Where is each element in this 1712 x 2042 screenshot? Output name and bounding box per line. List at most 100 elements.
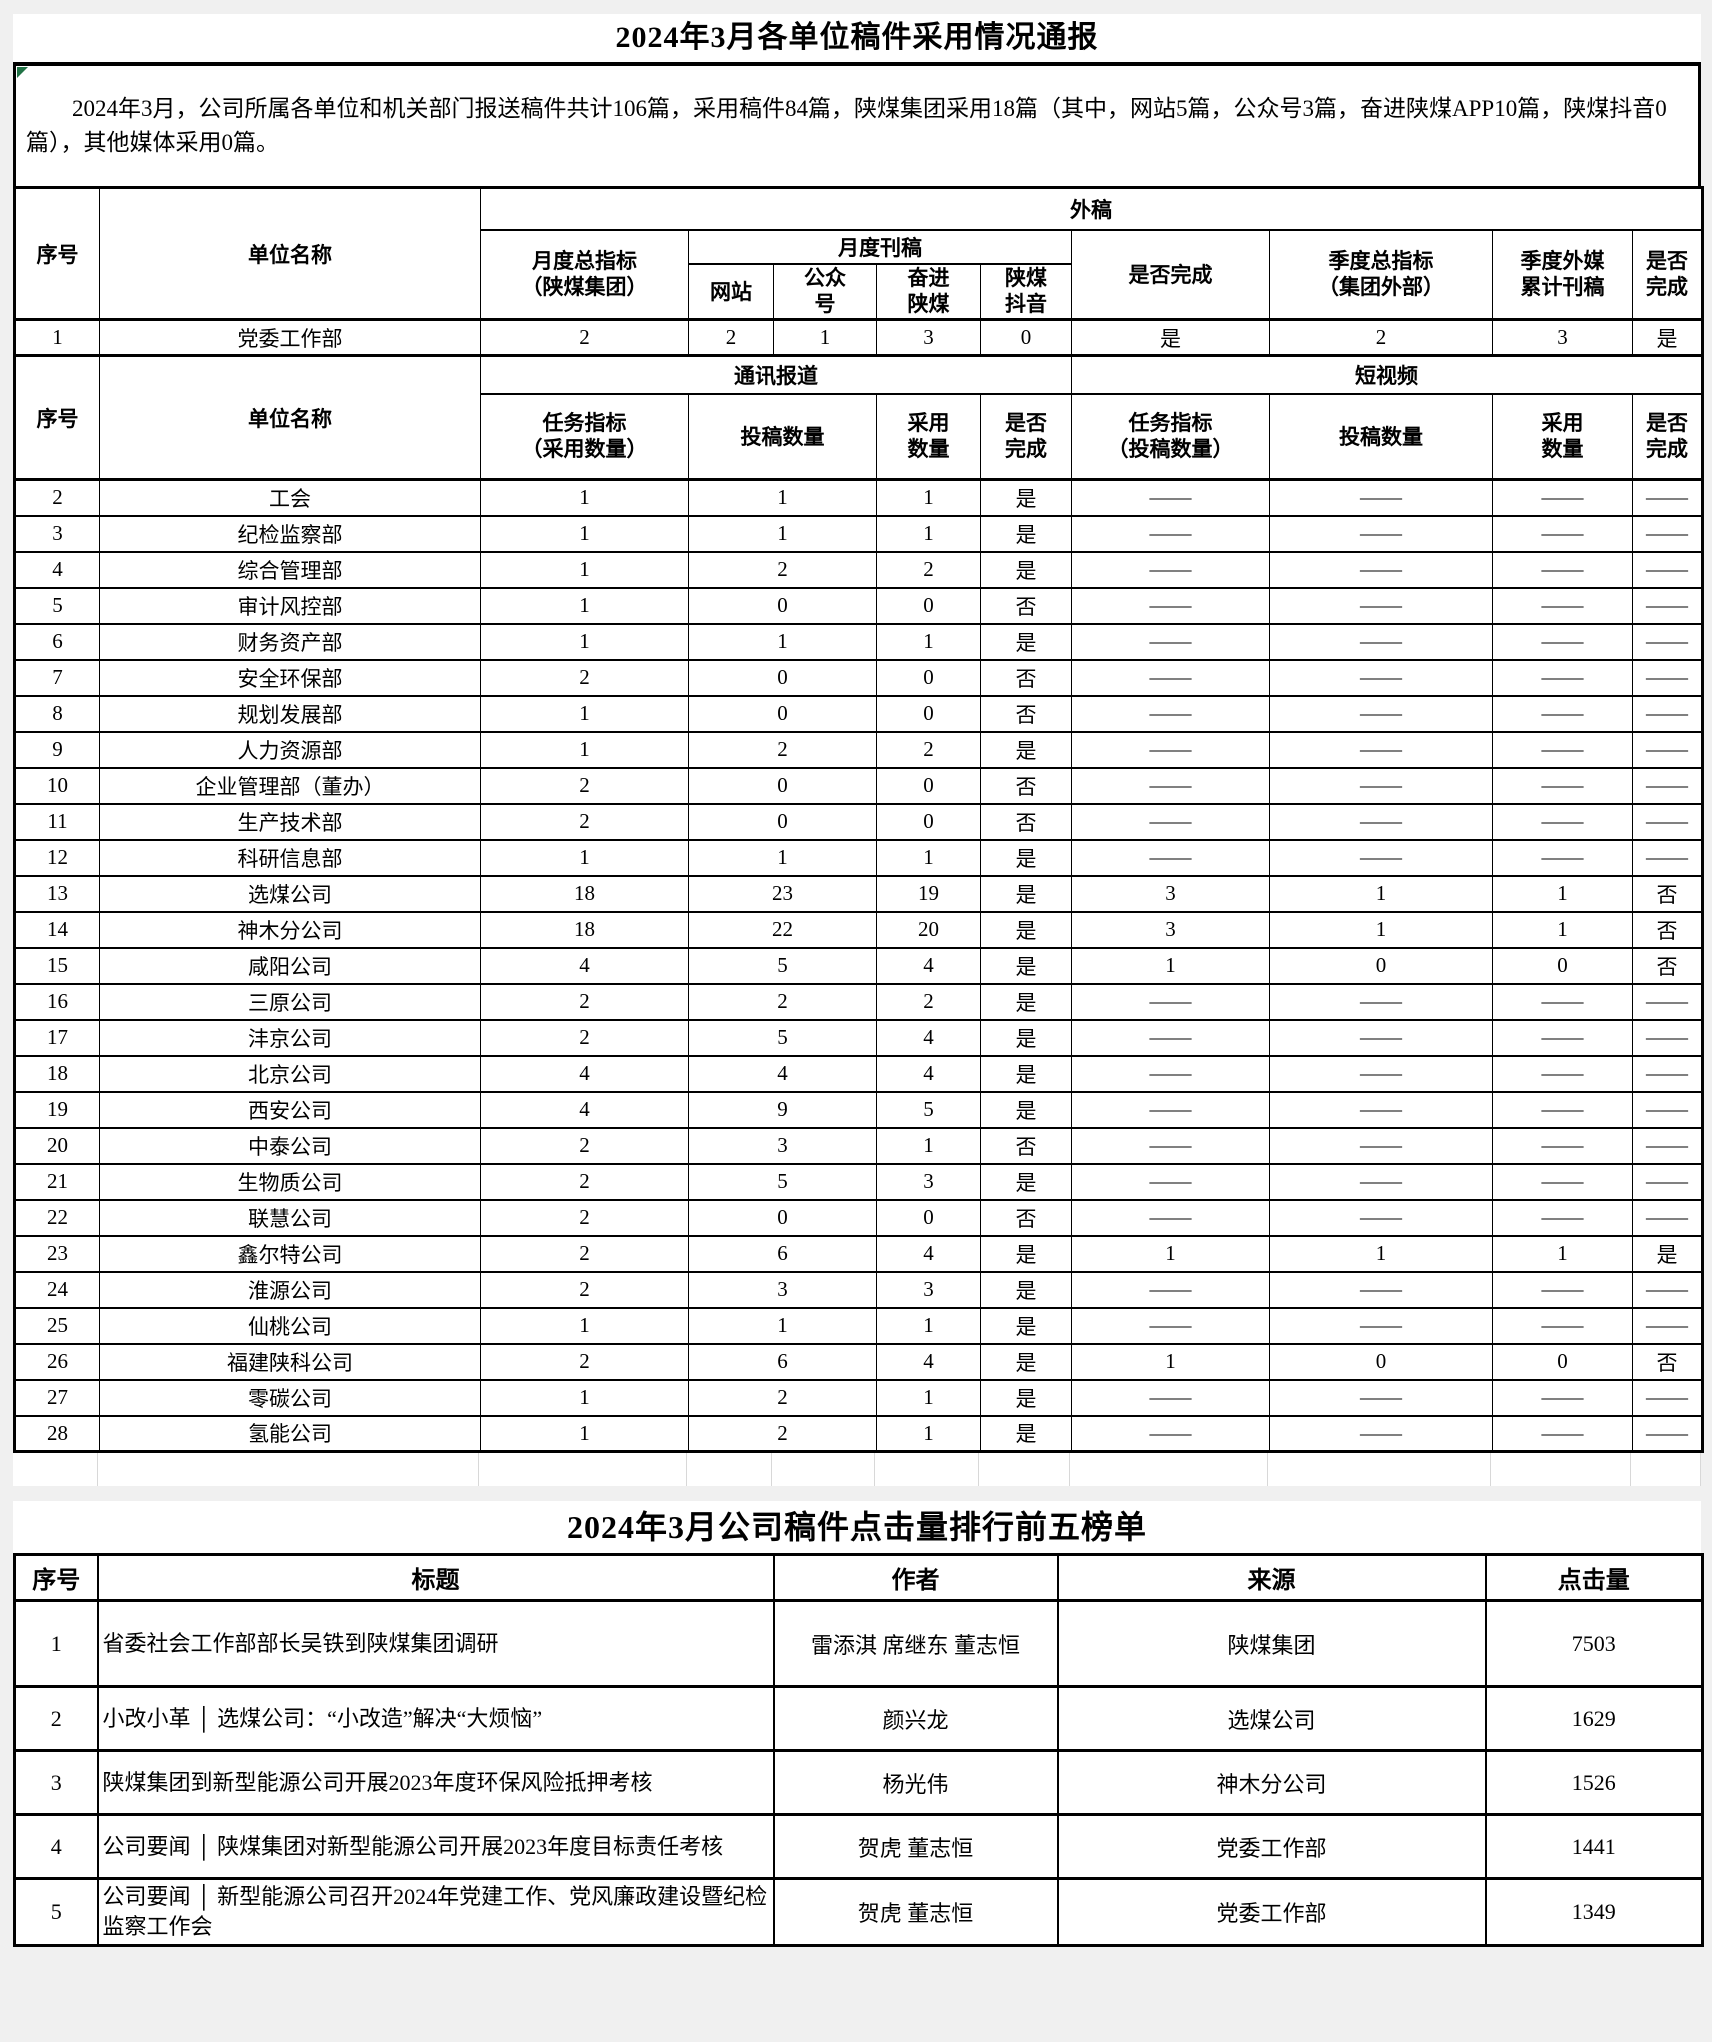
task-video-value: —— <box>1071 1198 1270 1237</box>
col-completed-quarter: 是否 完成 <box>1631 228 1704 321</box>
row-index: 6 <box>14 622 100 661</box>
row-index: 9 <box>14 730 100 769</box>
adopted-news-value: 1 <box>876 622 981 661</box>
unit-row: 15 咸阳公司 4 5 4 是 1 0 0 否 <box>14 946 1704 985</box>
submitted-news-value: 0 <box>688 694 877 733</box>
col-group-external: 外稿 <box>479 186 1704 231</box>
col-adopted-news: 采用 数量 <box>876 392 981 481</box>
adopted-news-value: 0 <box>876 658 981 697</box>
unit-row: 9 人力资源部 1 2 2 是 —— —— —— —— <box>14 730 1704 769</box>
submitted-video-value: —— <box>1269 766 1493 805</box>
unit-row: 6 财务资产部 1 1 1 是 —— —— —— —— <box>14 622 1704 661</box>
col-fenjin-line2: 陕煤 <box>907 292 950 317</box>
article-source: 陕煤集团 <box>1056 1599 1487 1688</box>
task-video-value: —— <box>1071 622 1270 661</box>
col-quarter-total-line1: 季度总指标 <box>1328 249 1434 274</box>
col-submitted-video: 投稿数量 <box>1269 392 1493 481</box>
completed-news-value: 否 <box>980 658 1072 697</box>
adopted-video-value: —— <box>1492 802 1633 841</box>
completed-video-value: —— <box>1631 1378 1704 1417</box>
unit-name: 人力资源部 <box>99 730 481 769</box>
col-author: 作者 <box>772 1553 1059 1602</box>
col-task-video-line2: （投稿数量） <box>1107 437 1234 462</box>
task-video-value: 1 <box>1071 1342 1270 1381</box>
task-video-value: 1 <box>1071 946 1270 985</box>
unit-row: 16 三原公司 2 2 2 是 —— —— —— —— <box>14 982 1704 1021</box>
article-author: 杨光伟 <box>772 1749 1059 1816</box>
task-news-value: 1 <box>480 694 689 733</box>
unit-name: 零碳公司 <box>99 1378 481 1417</box>
col-completed-news: 是否 完成 <box>980 392 1072 481</box>
adopted-video-value: 1 <box>1492 874 1633 913</box>
adopted-video-value: —— <box>1492 1306 1633 1345</box>
grid-cell <box>13 1453 98 1486</box>
submitted-video-value: —— <box>1269 1018 1493 1057</box>
submitted-video-value: —— <box>1269 658 1493 697</box>
unit-name: 企业管理部（董办） <box>99 766 481 805</box>
task-news-value: 2 <box>480 658 689 697</box>
unit-row: 26 福建陕科公司 2 6 4 是 1 0 0 否 <box>14 1342 1704 1381</box>
task-news-value: 1 <box>480 514 689 553</box>
col-submitted-news: 投稿数量 <box>688 392 877 481</box>
col-quarter-external-published: 季度外媒 累计刊稿 <box>1492 228 1633 321</box>
col-adopted-news-line1: 采用 <box>907 411 950 436</box>
col-fenjin-app: 奋进 陕煤 <box>876 262 981 321</box>
grid-cell <box>687 1453 772 1486</box>
unit-name: 综合管理部 <box>99 550 481 589</box>
rank-number: 1 <box>13 1599 99 1688</box>
completed-external-value: 是 <box>1071 318 1270 357</box>
task-video-value: —— <box>1071 1270 1270 1309</box>
submitted-video-value: —— <box>1269 730 1493 769</box>
adopted-news-value: 0 <box>876 802 981 841</box>
fenjin-value: 3 <box>876 318 981 357</box>
unit-row: 25 仙桃公司 1 1 1 是 —— —— —— —— <box>14 1306 1704 1345</box>
adopted-video-value: 1 <box>1492 1234 1633 1273</box>
submitted-video-value: 1 <box>1269 1234 1493 1273</box>
unit-row: 21 生物质公司 2 5 3 是 —— —— —— —— <box>14 1162 1704 1201</box>
task-news-value: 2 <box>480 802 689 841</box>
submitted-news-value: 2 <box>688 982 877 1021</box>
grid-cell <box>479 1453 687 1486</box>
submitted-video-value: —— <box>1269 1306 1493 1345</box>
task-video-value: —— <box>1071 802 1270 841</box>
article-author: 贺虎 董志恒 <box>772 1877 1059 1947</box>
unit-row: 11 生产技术部 2 0 0 否 —— —— —— —— <box>14 802 1704 841</box>
completed-video-value: —— <box>1631 694 1704 733</box>
article-title: 小改小革 │ 选煤公司：“小改造”解决“大烦恼” <box>96 1685 775 1752</box>
ranking-row: 4 公司要闻 │ 陕煤集团对新型能源公司开展2023年度目标责任考核 贺虎 董志恒党… <box>13 1813 1704 1880</box>
submitted-video-value: —— <box>1269 1198 1493 1237</box>
summary-cell: 2024年3月，公司所属各单位和机关部门报送稿件共计106篇，采用稿件84篇，陕… <box>13 62 1701 186</box>
task-video-value: —— <box>1071 766 1270 805</box>
completed-video-value: —— <box>1631 766 1704 805</box>
task-news-value: 2 <box>480 1234 689 1273</box>
adopted-news-value: 1 <box>876 514 981 553</box>
task-video-value: —— <box>1071 658 1270 697</box>
unit-name: 中泰公司 <box>99 1126 481 1165</box>
unit-row: 10 企业管理部（董办） 2 0 0 否 —— —— —— —— <box>14 766 1704 805</box>
task-video-value: 3 <box>1071 910 1270 949</box>
adopted-video-value: —— <box>1492 550 1633 589</box>
task-video-value: —— <box>1071 550 1270 589</box>
row-index: 17 <box>14 1018 100 1057</box>
task-video-value: 3 <box>1071 874 1270 913</box>
task-news-value: 1 <box>480 1378 689 1417</box>
rank-number: 3 <box>13 1749 99 1816</box>
row-index: 11 <box>14 802 100 841</box>
submitted-video-value: —— <box>1269 1126 1493 1165</box>
submitted-news-value: 2 <box>688 1414 877 1453</box>
completed-news-value: 否 <box>980 802 1072 841</box>
row-index: 5 <box>14 586 100 625</box>
unit-name: 生产技术部 <box>99 802 481 841</box>
completed-news-value: 是 <box>980 1018 1072 1057</box>
completed-news-value: 否 <box>980 1126 1072 1165</box>
submitted-news-value: 5 <box>688 946 877 985</box>
monthly-total-value: 2 <box>480 318 689 357</box>
row-index: 24 <box>14 1270 100 1309</box>
adopted-video-value: —— <box>1492 1378 1633 1417</box>
unit-name: 淮源公司 <box>99 1270 481 1309</box>
submitted-news-value: 0 <box>688 658 877 697</box>
submitted-news-value: 6 <box>688 1234 877 1273</box>
completed-news-value: 是 <box>980 478 1072 517</box>
row-index: 19 <box>14 1090 100 1129</box>
unit-name: 选煤公司 <box>99 874 481 913</box>
